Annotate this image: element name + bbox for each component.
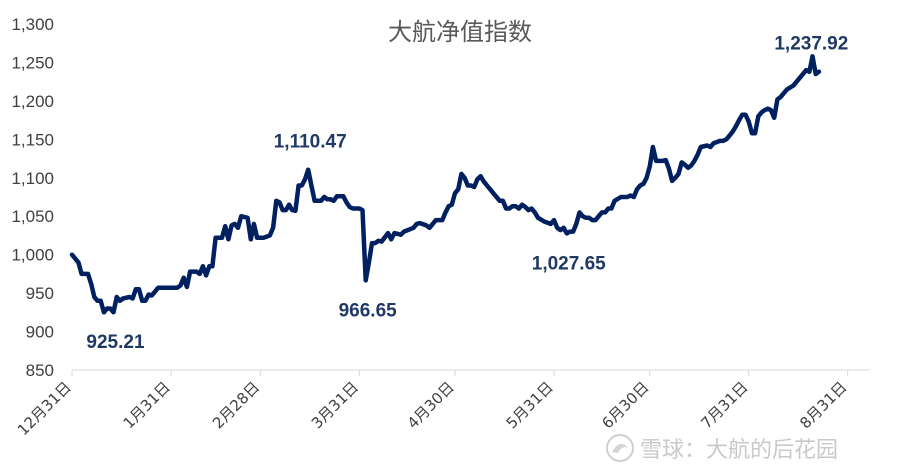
x-tick-label: 12月31日 [14,378,75,439]
y-tick-label: 1,000 [11,246,54,265]
x-tick-label: 1月31日 [120,378,174,432]
y-tick-label: 1,050 [11,207,54,226]
y-tick-label: 950 [26,284,54,303]
y-tick-label: 1,150 [11,130,54,149]
y-tick-label: 1,250 [11,53,54,72]
y-tick-label: 850 [26,361,54,380]
snowball-logo-icon [606,434,634,462]
x-tick-label: 4月30日 [404,378,458,432]
y-tick-label: 1,100 [11,169,54,188]
x-tick-label: 7月31日 [697,378,751,432]
data-label: 966.65 [339,300,398,321]
y-axis: 850 900 950 1,000 1,050 1,100 1,150 1,200 1,250 1… [11,15,54,380]
x-tick-label: 6月30日 [598,378,652,432]
data-label: 1,027.65 [532,253,606,274]
y-tick-label: 1,300 [11,15,54,34]
y-tick-label: 1,200 [11,92,54,111]
data-label: 925.21 [86,332,145,353]
data-label: 1,237.92 [774,34,848,55]
x-tick-label: 3月31日 [308,378,362,432]
watermark: 雪球：大航的后花园 [606,434,838,463]
x-tick-label: 5月31日 [503,378,557,432]
x-tick-label: 8月31日 [796,378,850,432]
y-tick-label: 900 [26,323,54,342]
x-tick-label: 2月28日 [209,378,263,432]
chart-title: 大航净值指数 [388,18,532,46]
data-label: 1,110.47 [274,132,347,153]
watermark-text: 雪球：大航的后花园 [640,438,838,463]
x-axis: 12月31日 1月31日 2月28日 3月31日 4月30日 5月31日 6月30日 7月31… [14,370,850,439]
series-line [69,54,822,315]
data-labels: 925.21 1,110.47 966.65 1,027.65 1,237.92 [86,34,848,353]
